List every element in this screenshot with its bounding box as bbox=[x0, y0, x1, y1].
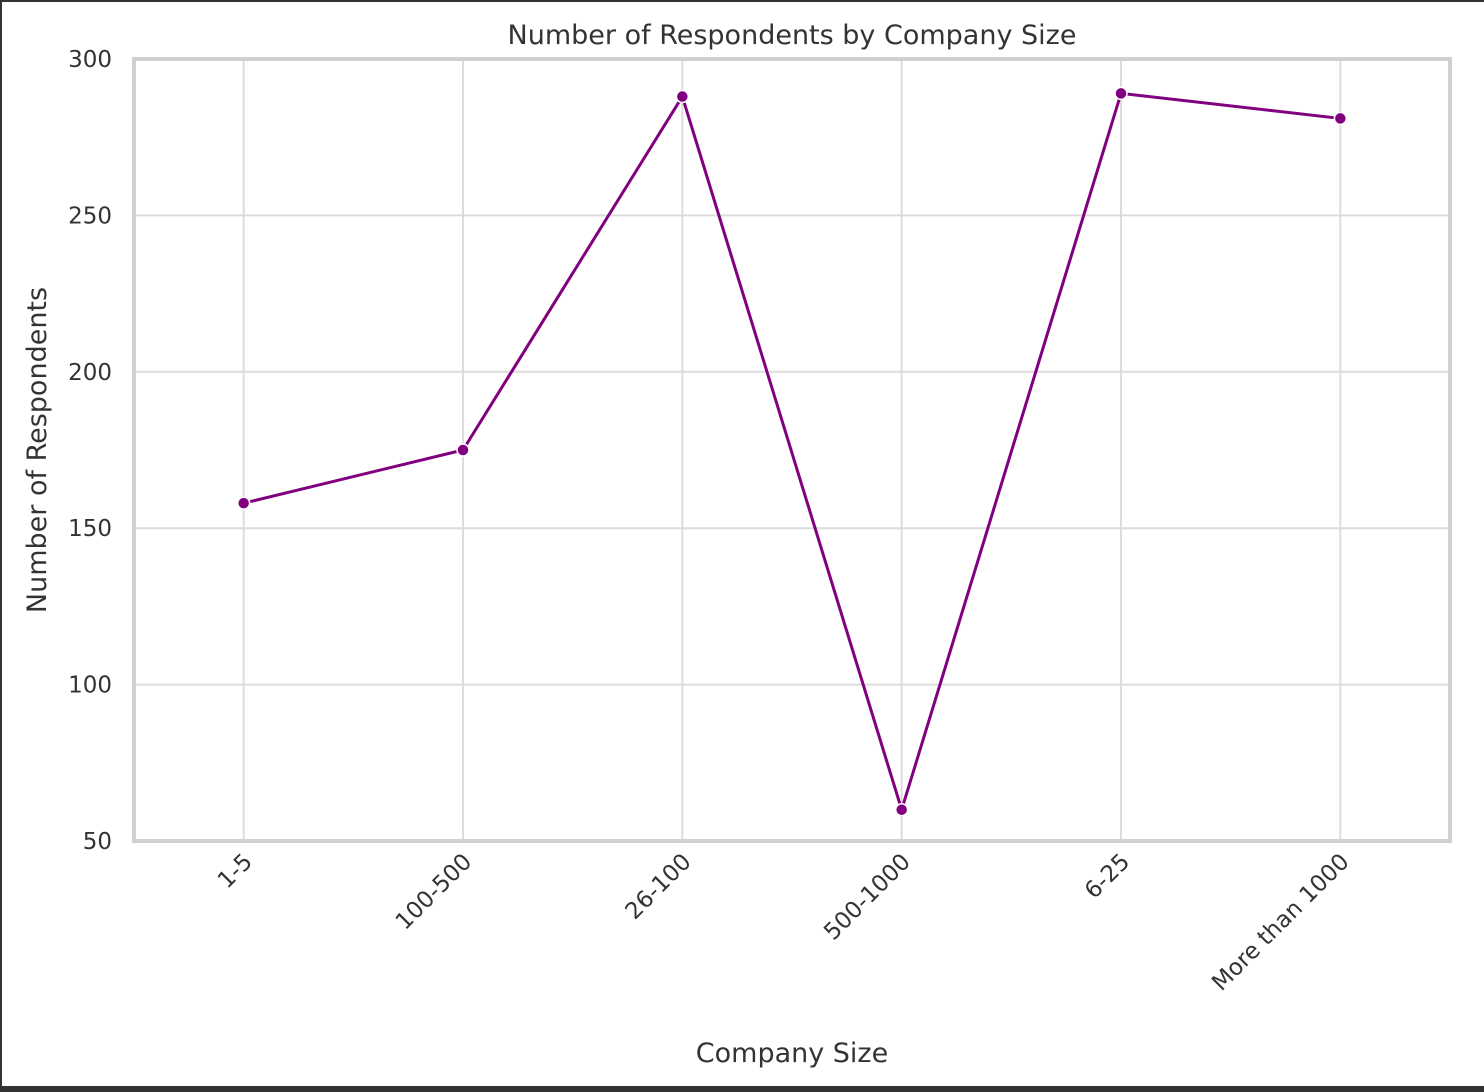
x-axis-label: Company Size bbox=[696, 1038, 888, 1069]
series-layer bbox=[236, 86, 1348, 817]
plot-frame bbox=[132, 57, 1452, 843]
data-point bbox=[1114, 86, 1128, 101]
x-tick-label: More than 1000 bbox=[1207, 849, 1354, 996]
grid-lines bbox=[134, 58, 1450, 842]
data-point bbox=[236, 496, 251, 510]
data-point bbox=[456, 443, 470, 457]
y-tick-labels: 50 100 150 200 250 300 bbox=[68, 47, 112, 855]
y-tick-label: 300 bbox=[68, 47, 112, 73]
x-tick-label: 1-5 bbox=[213, 849, 258, 894]
series-line bbox=[243, 91, 1341, 812]
x-tick-label: 26-100 bbox=[621, 849, 697, 925]
y-tick-label: 200 bbox=[68, 360, 112, 386]
x-tick-label: 500-1000 bbox=[819, 849, 916, 946]
y-tick-label: 100 bbox=[68, 673, 112, 699]
data-point bbox=[675, 89, 690, 104]
data-point bbox=[894, 802, 909, 817]
x-tick-label: 6-25 bbox=[1080, 849, 1135, 904]
y-axis-label: Number of Respondents bbox=[22, 287, 53, 613]
chart-title: Number of Respondents by Company Size bbox=[508, 20, 1077, 51]
y-tick-label: 50 bbox=[83, 829, 112, 855]
data-point bbox=[1333, 111, 1348, 126]
y-tick-label: 150 bbox=[68, 516, 112, 542]
y-tick-label: 250 bbox=[68, 203, 112, 229]
x-tick-labels: 1-5 100-500 26-100 500-1000 6-25 More than 10… bbox=[213, 849, 1355, 996]
x-tick-label: 100-500 bbox=[391, 849, 477, 935]
